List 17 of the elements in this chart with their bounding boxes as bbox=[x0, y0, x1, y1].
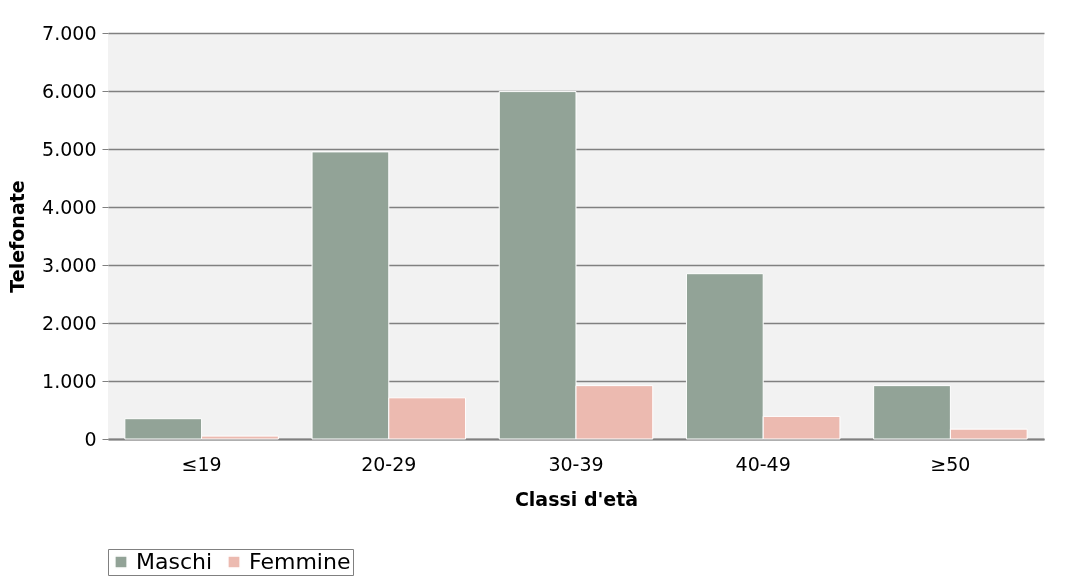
x-tick-label: ≥50 bbox=[930, 452, 971, 475]
y-axis-title: Telefonate bbox=[6, 180, 29, 293]
y-tick-label: 2.000 bbox=[42, 311, 97, 334]
legend-label: Maschi bbox=[136, 549, 213, 574]
x-axis-title: Classi d'età bbox=[514, 487, 639, 510]
x-tick-label: 40-49 bbox=[735, 452, 791, 475]
y-tick-label: 6.000 bbox=[42, 79, 97, 102]
x-tick-label: ≤19 bbox=[181, 452, 222, 475]
y-tick-label: 0 bbox=[84, 427, 97, 450]
x-tick-label: 20-29 bbox=[361, 452, 417, 475]
y-tick-label: 5.000 bbox=[42, 137, 97, 160]
y-tick-label: 7.000 bbox=[42, 21, 97, 44]
x-tick-label: 30-39 bbox=[548, 452, 604, 475]
y-tick-label: 1.000 bbox=[42, 369, 97, 392]
y-tick-label: 4.000 bbox=[42, 195, 97, 218]
legend-label: Femmine bbox=[249, 549, 351, 574]
y-tick-label: 3.000 bbox=[42, 253, 97, 276]
